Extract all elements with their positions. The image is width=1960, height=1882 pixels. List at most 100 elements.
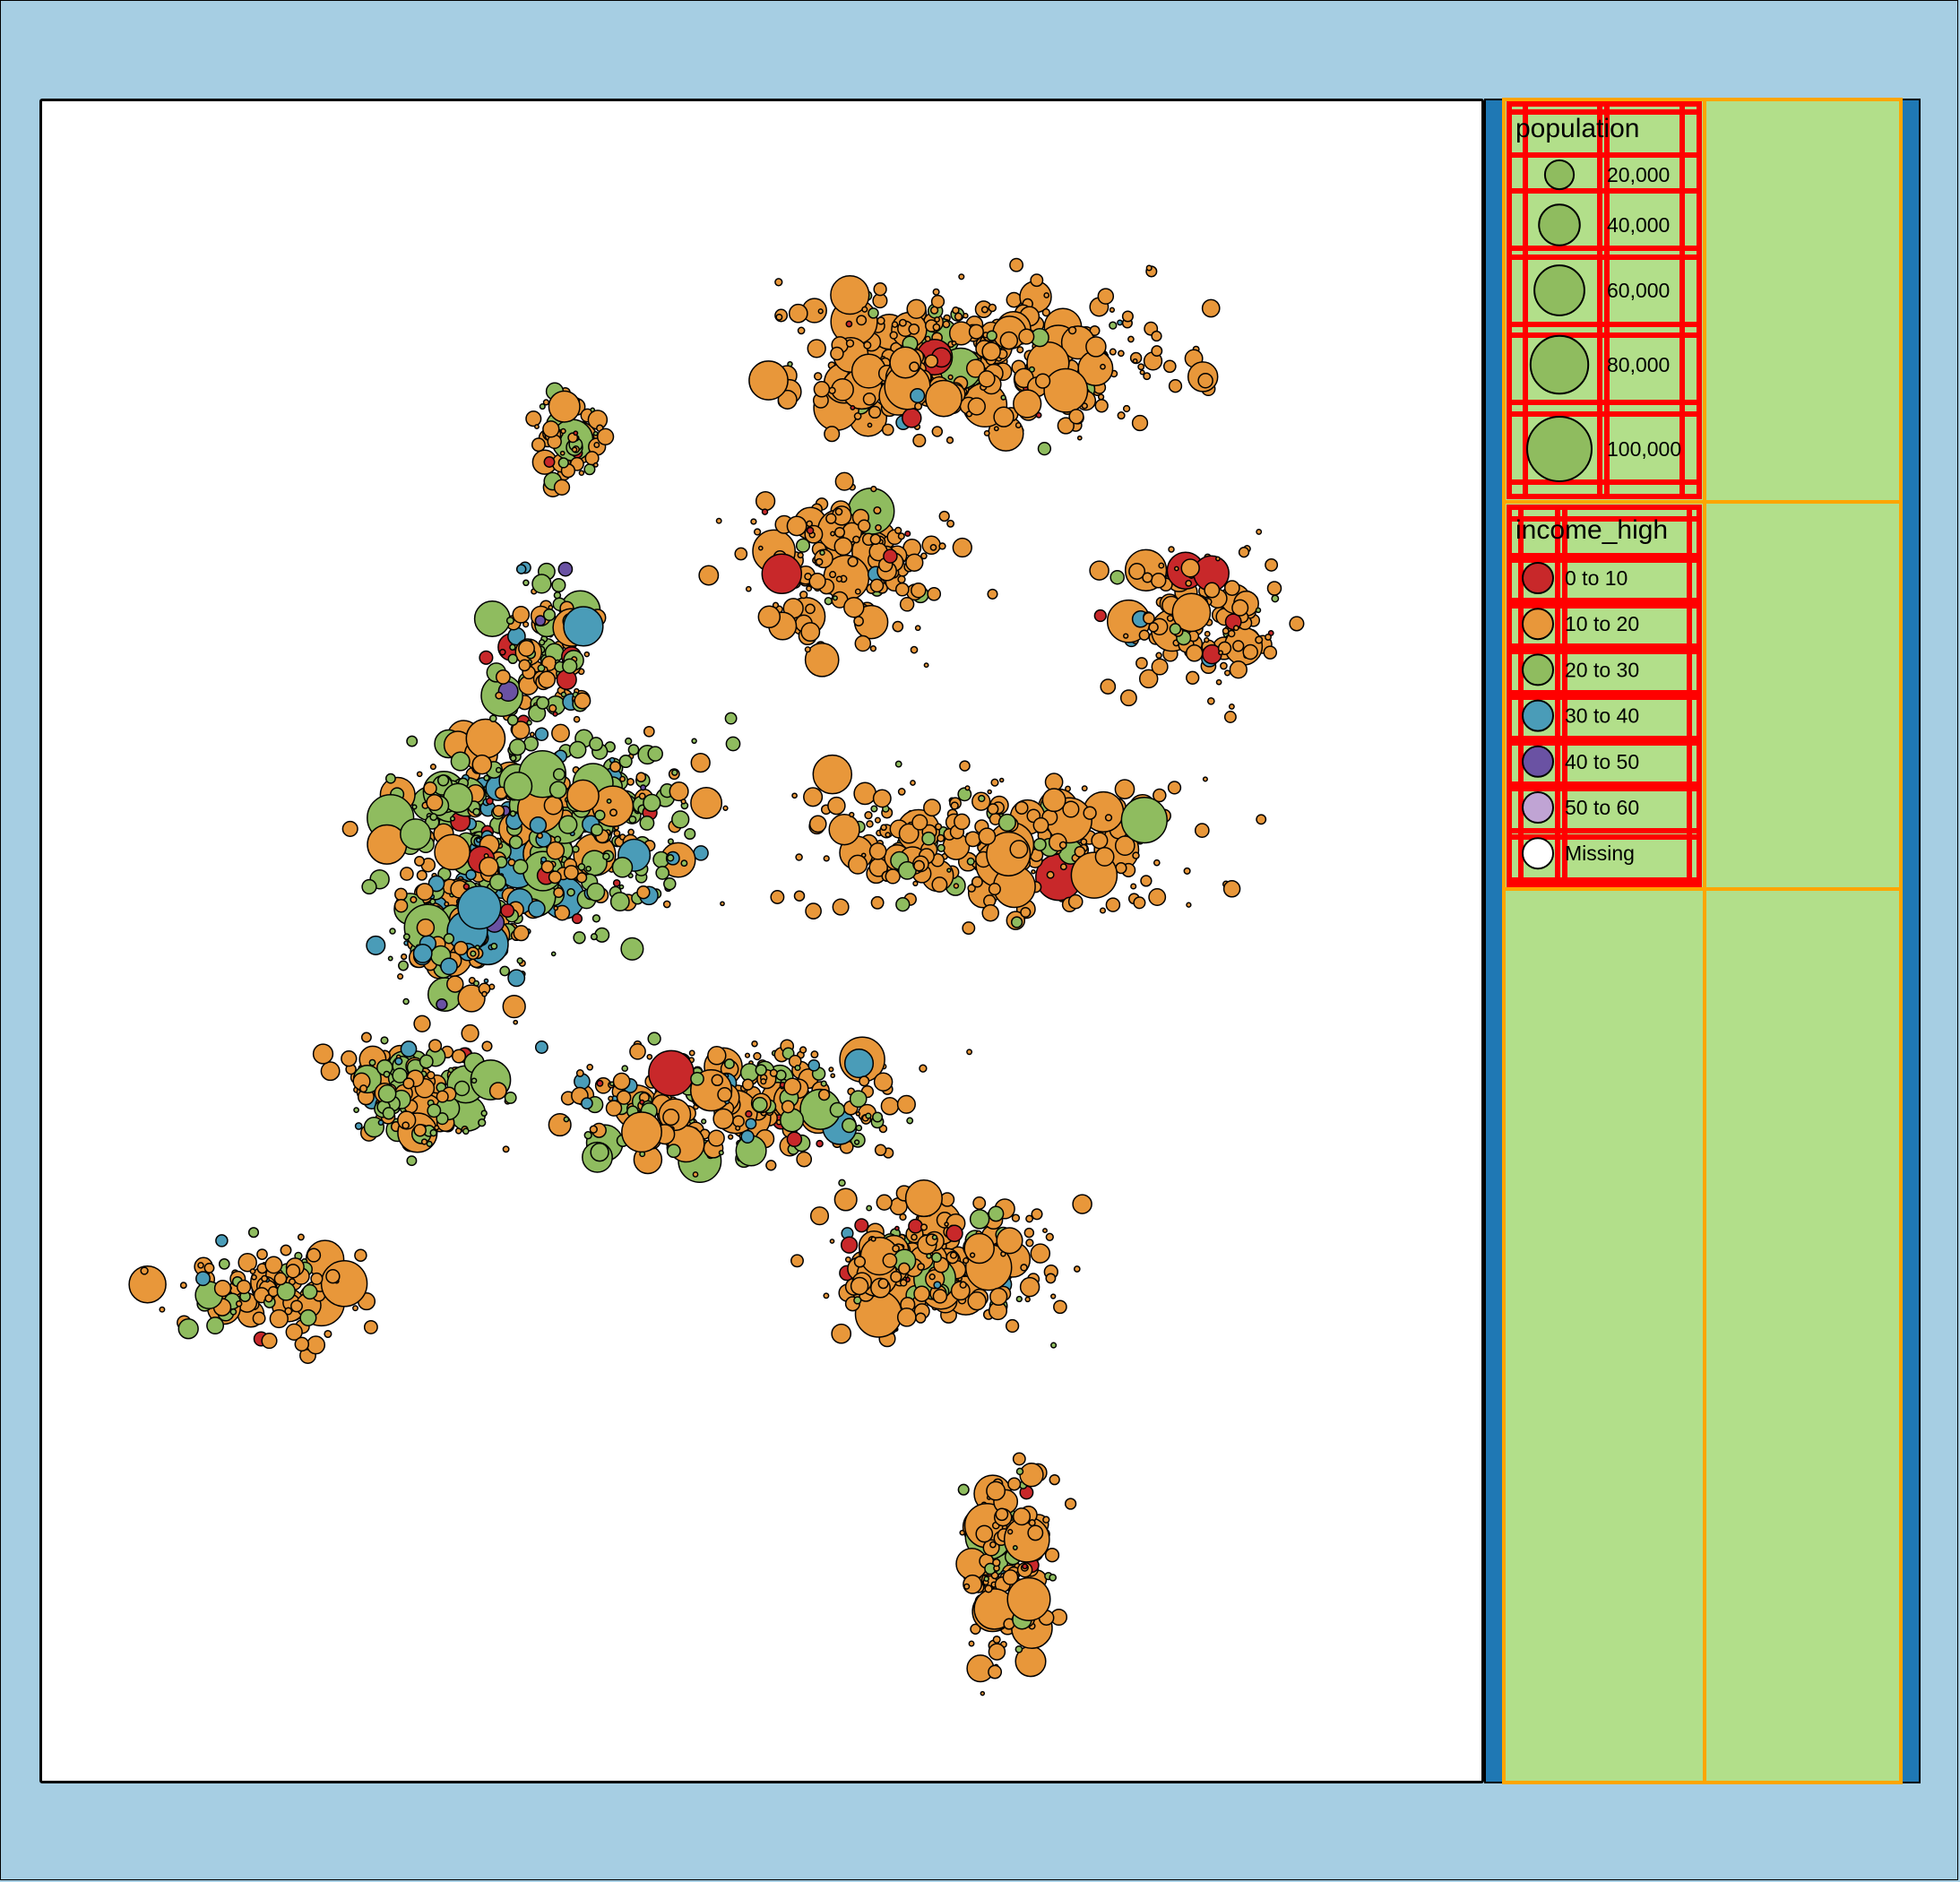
municipality-point xyxy=(829,571,837,579)
municipality-point xyxy=(1081,402,1088,410)
municipality-point xyxy=(1218,650,1224,656)
municipality-point xyxy=(934,316,940,323)
municipality-point xyxy=(963,313,969,319)
municipality-point xyxy=(1215,556,1221,562)
municipality-point xyxy=(873,282,887,297)
municipality-point xyxy=(932,323,941,332)
municipality-point xyxy=(1100,678,1117,695)
municipality-point xyxy=(897,574,906,584)
municipality-point xyxy=(981,341,1001,361)
municipality-point xyxy=(1143,611,1155,625)
municipality-point xyxy=(1201,298,1221,318)
income-legend-symbol xyxy=(1522,837,1554,870)
municipality-point xyxy=(1143,372,1152,381)
municipality-point xyxy=(912,434,927,448)
income-legend-label: 10 to 20 xyxy=(1565,612,1639,635)
municipality-point xyxy=(1265,557,1279,572)
municipality-point xyxy=(806,526,815,535)
municipality-point xyxy=(891,321,899,328)
municipality-point xyxy=(951,340,957,346)
municipality-point xyxy=(852,535,860,544)
municipality-point xyxy=(1223,580,1240,596)
legend-cell-bottom-right xyxy=(1705,889,1901,1783)
municipality-point xyxy=(1151,345,1163,358)
municipality-point xyxy=(1043,367,1089,413)
municipality-point xyxy=(835,575,843,583)
municipality-point xyxy=(978,370,996,388)
municipality-point xyxy=(1015,422,1022,428)
municipality-point xyxy=(958,273,965,281)
municipality-point xyxy=(1220,661,1228,670)
municipality-point xyxy=(1128,563,1146,580)
municipality-point xyxy=(853,412,862,420)
municipality-point xyxy=(1097,393,1105,401)
municipality-point xyxy=(1043,292,1050,298)
municipality-point xyxy=(1119,689,1137,707)
municipality-point xyxy=(1223,669,1231,677)
municipality-point xyxy=(1118,350,1125,358)
municipality-point xyxy=(805,603,816,615)
municipality-point xyxy=(938,510,950,522)
municipality-point xyxy=(1123,633,1129,639)
income-legend-symbol xyxy=(1522,699,1554,732)
income-legend-symbol xyxy=(1522,562,1554,594)
municipality-point xyxy=(847,556,859,567)
municipality-point xyxy=(983,429,990,436)
municipality-point xyxy=(1158,562,1165,569)
municipality-point xyxy=(806,585,813,592)
municipality-point xyxy=(967,397,986,416)
municipality-point xyxy=(734,547,748,561)
municipality-point xyxy=(1085,336,1107,358)
municipality-point xyxy=(1186,670,1200,685)
municipality-point xyxy=(875,523,882,531)
municipality-point xyxy=(1204,636,1210,643)
municipality-point xyxy=(1204,582,1221,599)
municipality-point xyxy=(924,335,931,342)
municipality-point xyxy=(867,422,873,428)
municipality-point xyxy=(1000,394,1006,401)
municipality-point xyxy=(1109,306,1116,313)
municipality-point xyxy=(1185,644,1204,662)
municipality-point xyxy=(1197,372,1213,389)
municipality-point xyxy=(1242,643,1258,660)
map-panel xyxy=(39,99,1484,1783)
municipality-point xyxy=(830,346,844,361)
municipality-point xyxy=(1018,328,1035,345)
municipality-point xyxy=(986,330,997,341)
municipality-point xyxy=(1076,435,1083,441)
municipality-point xyxy=(807,339,826,358)
municipality-point xyxy=(931,426,944,437)
municipality-point xyxy=(1030,273,1044,288)
municipality-point xyxy=(1162,359,1177,374)
municipality-point xyxy=(825,513,837,524)
municipality-point xyxy=(797,326,806,335)
municipality-point xyxy=(788,303,808,324)
municipality-point xyxy=(869,645,877,652)
legend-cell-bottom-left xyxy=(1504,889,1705,1783)
municipality-point xyxy=(795,538,811,553)
municipality-point xyxy=(987,588,998,600)
municipality-point xyxy=(775,313,783,321)
municipality-point xyxy=(745,585,752,592)
municipality-point xyxy=(927,586,942,601)
municipality-point xyxy=(1155,652,1162,660)
municipality-point xyxy=(1232,640,1245,652)
municipality-point xyxy=(856,315,868,326)
municipality-point xyxy=(899,597,915,612)
municipality-point xyxy=(819,549,825,556)
income-legend-label: 20 to 30 xyxy=(1565,658,1639,681)
income-legend-label: 30 to 40 xyxy=(1565,704,1639,728)
municipality-point xyxy=(909,361,920,373)
municipality-point xyxy=(1255,607,1262,614)
municipality-point xyxy=(881,423,894,436)
municipality-point xyxy=(830,274,870,315)
municipality-point xyxy=(774,278,783,287)
population-legend-label: 20,000 xyxy=(1607,163,1670,186)
population-legend-label: 100,000 xyxy=(1607,437,1681,461)
municipality-point xyxy=(1109,321,1118,330)
municipality-point xyxy=(850,404,856,410)
municipality-point xyxy=(925,379,963,418)
map-canvas xyxy=(128,257,1305,1696)
population-legend-label: 80,000 xyxy=(1607,353,1670,376)
municipality-point xyxy=(1222,627,1230,635)
